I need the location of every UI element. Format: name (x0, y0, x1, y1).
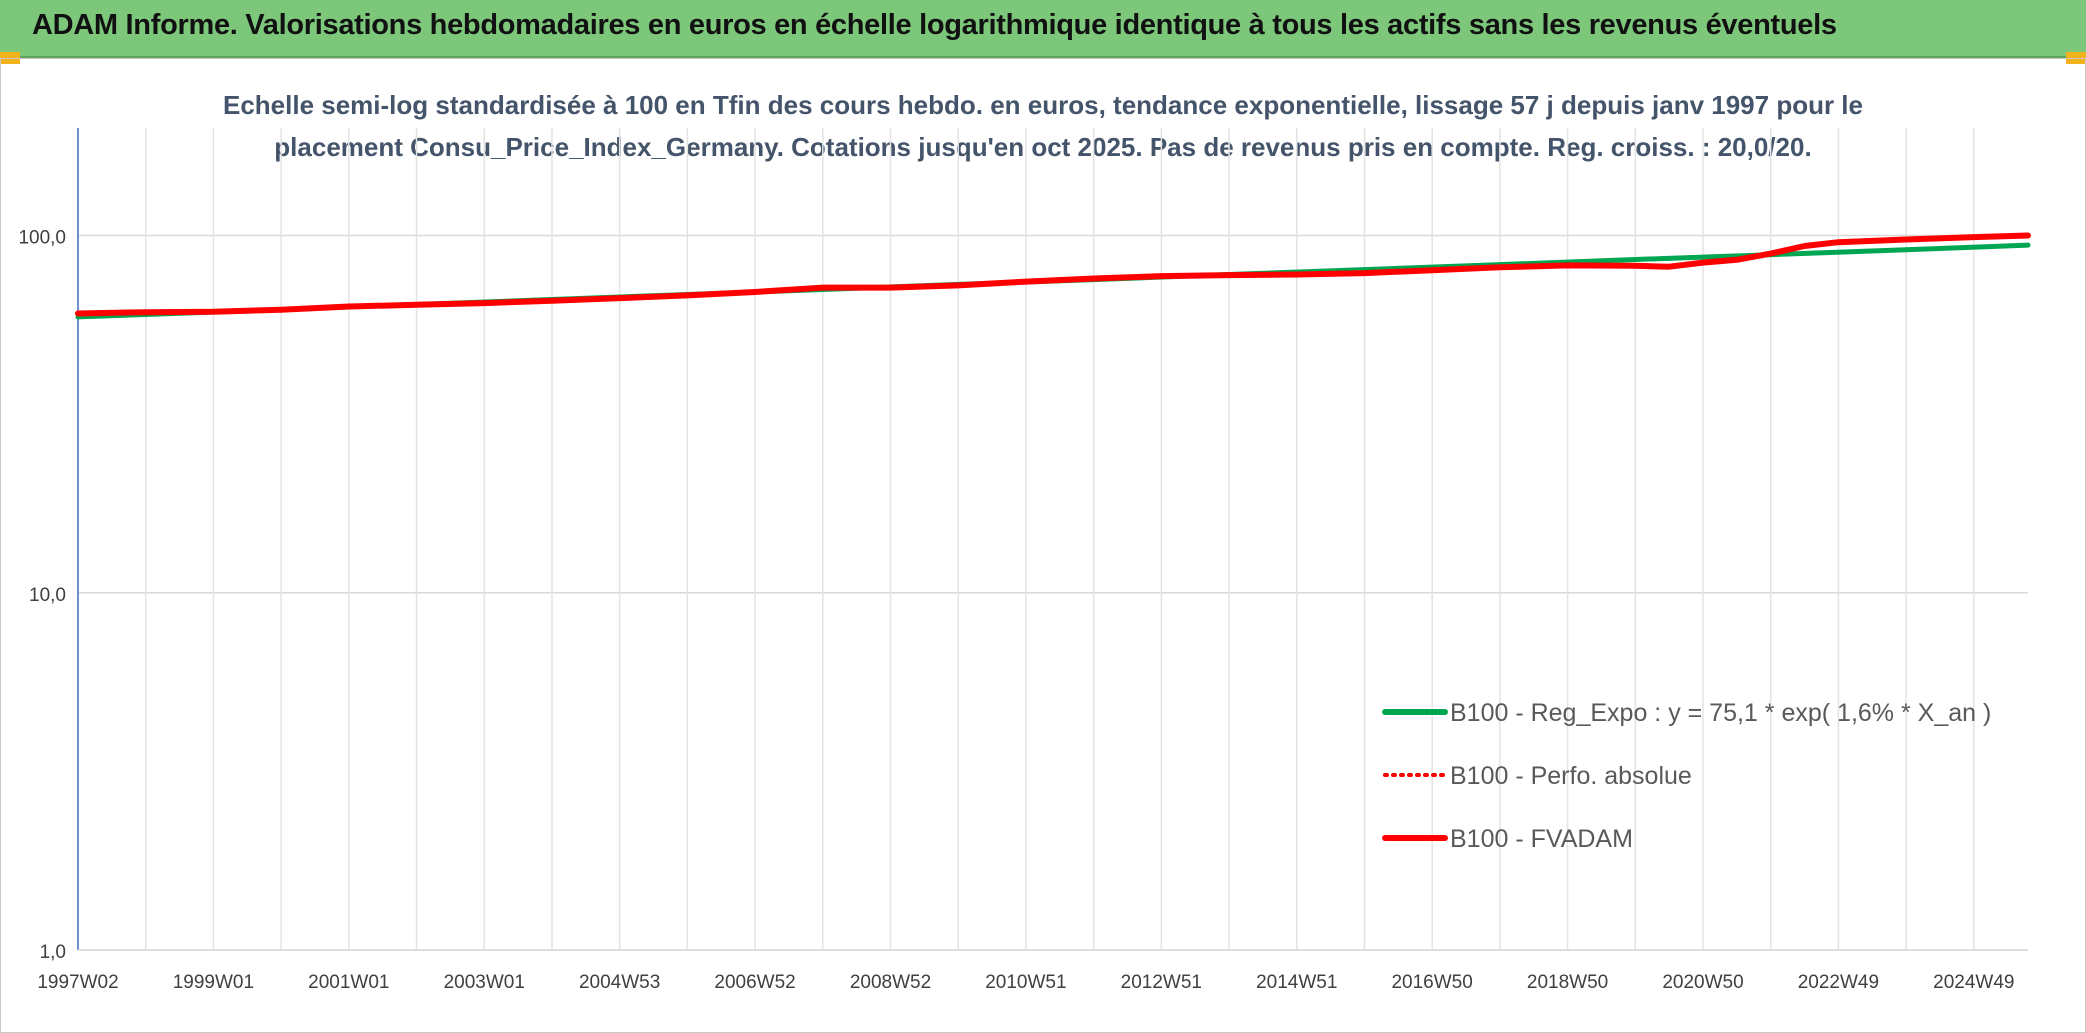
x-tick-label: 2022W49 (1798, 972, 1879, 993)
x-tick-label: 2006W52 (714, 972, 795, 993)
x-tick-label: 2001W01 (308, 972, 389, 993)
x-tick-label: 2016W50 (1391, 972, 1472, 993)
x-tick-label: 2010W51 (985, 972, 1066, 993)
x-tick-label: 2024W49 (1933, 972, 2014, 993)
x-tick-label: 2008W52 (850, 972, 931, 993)
legend-entry: B100 - Reg_Expo : y = 75,1 * exp( 1,6% *… (1450, 699, 1991, 727)
page-title: ADAM Informe. Valorisations hebdomadaire… (32, 9, 1837, 41)
series-line-fvadam (75, 232, 2031, 317)
x-tick-label: 2012W51 (1121, 972, 1202, 993)
x-tick-label: 1997W02 (37, 972, 118, 993)
x-tick-label: 2020W50 (1662, 972, 1743, 993)
y-tick-label: 100,0 (18, 228, 66, 249)
x-tick-label: 1999W01 (173, 972, 254, 993)
x-tick-label: 2003W01 (444, 972, 525, 993)
x-tick-label: 2004W53 (579, 972, 660, 993)
y-tick-label: 10,0 (29, 585, 66, 606)
x-tick-label: 2018W50 (1527, 972, 1608, 993)
x-tick-label: 2014W51 (1256, 972, 1337, 993)
legend-entry: B100 - Perfo. absolue (1450, 762, 1692, 790)
chart-title-line-1: Echelle semi-log standardisée à 100 en T… (222, 90, 1863, 120)
legend-entry: B100 - FVADAM (1450, 825, 1633, 853)
header-banner: ADAM Informe. Valorisations hebdomadaire… (0, 0, 2086, 58)
series-line-perfo-absolue (76, 234, 2030, 315)
chart-title-line-2: placement Consu_Price_Index_Germany. Cot… (274, 132, 1812, 162)
y-tick-label: 1,0 (40, 942, 66, 963)
